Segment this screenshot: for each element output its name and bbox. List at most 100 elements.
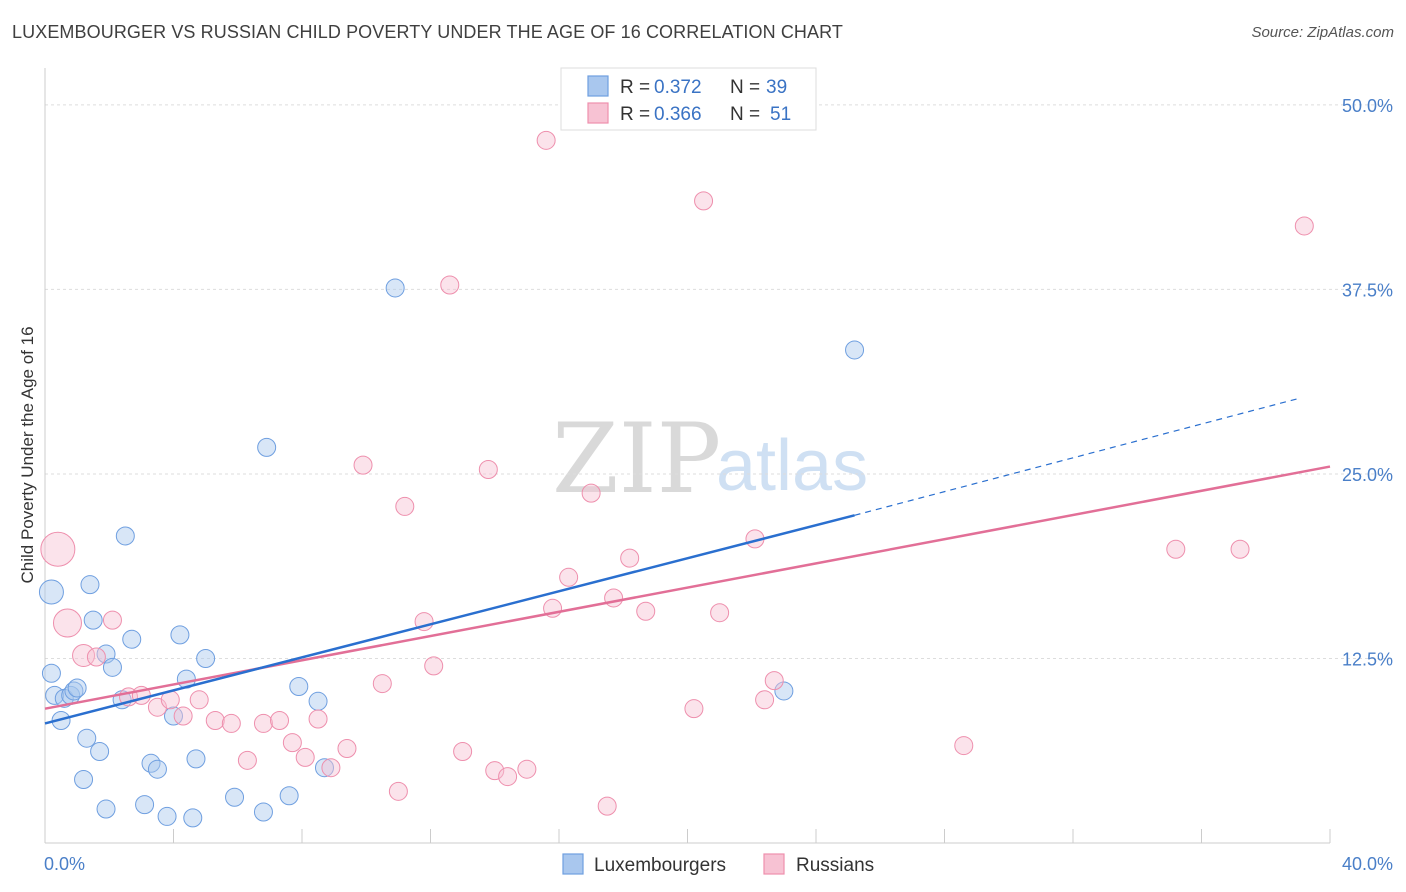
- russians-point: [485, 761, 505, 781]
- r-value-rus: 0.366: [654, 104, 702, 125]
- russians-point: [453, 741, 473, 761]
- luxembourgers-point: [196, 648, 216, 668]
- luxembourgers-point: [308, 691, 328, 711]
- n-value-rus: 51: [770, 104, 791, 125]
- r-label-rus: R =: [620, 104, 650, 125]
- legend-luxembourgers-swatch: [562, 853, 584, 875]
- legend-russians-label: Russians: [796, 855, 874, 876]
- luxembourgers-point: [64, 681, 84, 701]
- russians-point: [559, 567, 579, 587]
- luxembourgers-point: [41, 663, 61, 683]
- russians-point: [282, 733, 302, 753]
- luxembourgers-points: [38, 278, 865, 828]
- luxembourgers-point: [115, 526, 135, 546]
- luxembourgers-swatch: [587, 75, 609, 97]
- source-label: Source: ZipAtlas.com: [1251, 24, 1394, 41]
- luxembourgers-point: [253, 802, 273, 822]
- watermark-zip: ZIP: [552, 403, 721, 515]
- trendlines: [44, 398, 1331, 725]
- russians-point: [102, 610, 122, 630]
- russians-point: [205, 710, 225, 730]
- russians-point: [636, 601, 656, 621]
- russians-points: [40, 130, 1314, 816]
- luxembourgers-point: [77, 728, 97, 748]
- luxembourgers-point: [74, 770, 94, 790]
- russians-point: [581, 483, 601, 503]
- luxembourgers-trendline: [44, 514, 855, 725]
- luxembourgers-point: [164, 706, 183, 726]
- series-legend: Luxembourgers Russians: [562, 853, 874, 876]
- russians-point: [52, 608, 82, 638]
- russians-point: [221, 713, 241, 733]
- russians-point: [764, 671, 784, 691]
- russians-point: [684, 699, 704, 719]
- r-label-lux: R =: [620, 77, 650, 98]
- russians-point: [372, 674, 392, 694]
- luxembourgers-point: [157, 806, 177, 826]
- x-tick-label-max: 40.0%: [1342, 854, 1393, 874]
- n-label-lux: N =: [730, 77, 760, 98]
- russians-point: [353, 455, 373, 475]
- gridlines: [45, 104, 1393, 659]
- russians-point: [1294, 216, 1314, 236]
- russians-point: [1230, 539, 1250, 559]
- russians-point: [604, 588, 624, 608]
- russians-point: [395, 496, 415, 516]
- russians-point: [1166, 539, 1186, 559]
- russians-point: [388, 781, 408, 801]
- luxembourgers-point: [225, 787, 245, 807]
- luxembourgers-point: [289, 677, 309, 697]
- legend-russians-swatch: [763, 853, 785, 875]
- russians-point: [424, 656, 444, 676]
- luxembourgers-point: [38, 579, 64, 605]
- russians-point: [440, 275, 460, 295]
- luxembourgers-point: [135, 795, 155, 815]
- luxembourgers-point: [102, 657, 122, 677]
- y-tick-label: 25.0%: [1342, 465, 1393, 485]
- y-tick-label: 12.5%: [1342, 649, 1393, 669]
- russians-swatch: [587, 102, 609, 124]
- russians-point: [755, 690, 775, 710]
- stats-legend: R = 0.372 N = 39 R = 0.366 N = 51: [560, 67, 817, 131]
- russians-point: [86, 647, 106, 667]
- luxembourgers-point: [279, 786, 299, 806]
- x-tick-label-min: 0.0%: [44, 854, 85, 874]
- russians-point: [478, 460, 498, 480]
- y-tick-labels: 12.5% 25.0% 37.5% 50.0%: [1342, 96, 1393, 670]
- russians-point: [337, 739, 357, 759]
- russians-point: [498, 767, 518, 787]
- russians-point: [189, 690, 209, 710]
- luxembourgers-point: [257, 437, 277, 457]
- legend-luxembourgers-label: Luxembourgers: [594, 855, 726, 876]
- luxembourgers-point: [147, 759, 167, 779]
- luxembourgers-point: [186, 749, 206, 769]
- luxembourgers-point: [385, 278, 405, 298]
- luxembourgers-point: [80, 575, 100, 595]
- luxembourgers-point: [170, 625, 190, 645]
- luxembourgers-point: [845, 340, 865, 360]
- russians-point: [597, 796, 617, 816]
- russians-point: [237, 750, 257, 770]
- luxembourgers-point: [122, 629, 142, 649]
- watermark-atlas: atlas: [716, 426, 868, 506]
- russians-point: [40, 531, 76, 567]
- luxembourgers-point: [183, 808, 203, 828]
- luxembourgers-point: [90, 741, 110, 761]
- russians-point: [308, 709, 328, 729]
- russians-point: [253, 713, 273, 733]
- luxembourgers-point: [774, 681, 794, 701]
- luxembourgers-point: [96, 799, 116, 819]
- russians-point: [710, 603, 730, 623]
- russians-point: [954, 736, 974, 756]
- y-tick-label: 50.0%: [1342, 96, 1393, 116]
- russians-point: [72, 644, 96, 668]
- russians-point: [694, 191, 714, 211]
- luxembourgers-point: [67, 678, 87, 698]
- russians-point: [620, 548, 640, 568]
- luxembourgers-point: [314, 758, 334, 778]
- y-axis-label: Child Poverty Under the Age of 16: [18, 326, 37, 583]
- russians-point: [321, 758, 341, 778]
- russians-point: [536, 130, 556, 150]
- n-value-lux: 39: [766, 77, 787, 98]
